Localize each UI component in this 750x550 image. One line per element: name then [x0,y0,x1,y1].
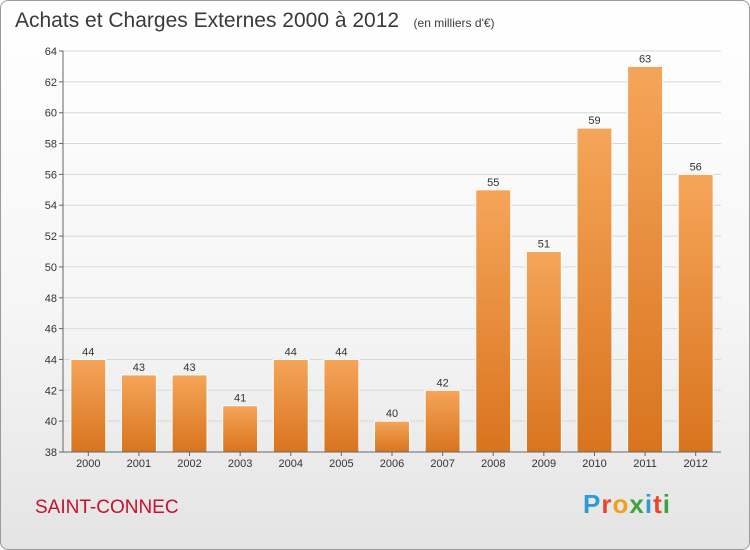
y-tick-label: 56 [45,169,57,181]
bar-2009 [525,251,562,453]
value-label-2008: 55 [487,177,499,189]
value-label-2011: 63 [639,53,651,65]
y-tick-label: 46 [45,324,57,336]
y-tick-label: 60 [45,108,57,120]
y-tick-label: 40 [45,416,57,428]
logo-letter: i [662,489,671,519]
logo-letter: x [629,489,645,519]
axes [59,50,721,456]
bar-2010 [576,127,613,453]
x-tick-label-2011: 2011 [633,458,657,470]
y-tick-label: 62 [45,77,57,89]
logo-letter: t [653,489,663,519]
chart-subtitle: (en milliers d'€) [413,16,495,30]
bar-2012 [677,173,714,453]
logo-letter: i [644,489,654,519]
x-tick-label-2009: 2009 [532,458,556,470]
bar-2004 [272,358,309,453]
bars [70,65,714,453]
x-tick-label-2001: 2001 [127,458,151,470]
x-tick-label-2003: 2003 [228,458,252,470]
logo-letter: r [601,489,613,519]
y-tick-label: 52 [45,231,57,243]
bar-2005 [323,358,360,453]
value-label-2012: 56 [690,161,702,173]
x-tick-label-2002: 2002 [177,458,201,470]
bar-2011 [627,65,664,453]
y-tick-label: 64 [45,46,57,58]
proxiti-logo: Proxiti [583,489,671,520]
logo-letter: P [583,489,602,519]
value-label-2009: 51 [538,239,550,251]
value-label-2006: 40 [386,408,398,420]
bar-2008 [475,189,512,453]
value-label-2003: 41 [234,393,246,405]
x-tick-label-2000: 2000 [76,458,100,470]
y-tick-label: 50 [45,262,57,274]
bar-2006 [374,420,410,453]
y-tick-label: 58 [45,139,57,151]
chart-title-row: Achats et Charges Externes 2000 à 2012 (… [15,9,495,33]
x-tick-label-2012: 2012 [683,458,707,470]
grid-lines [63,50,721,453]
bar-2003 [222,405,259,453]
value-label-2001: 43 [133,362,145,374]
chart-title: Achats et Charges Externes 2000 à 2012 [15,9,400,32]
place-name: SAINT-CONNEC [35,497,179,518]
bar-2001 [120,374,157,453]
y-tick-label: 48 [45,293,57,305]
x-tick-label-2010: 2010 [582,458,606,470]
value-label-2007: 42 [436,377,448,389]
bar-2007 [424,389,461,453]
x-tick-label-2004: 2004 [279,458,303,470]
value-label-2005: 44 [335,346,347,358]
x-tick-label-2008: 2008 [481,458,505,470]
y-tick-label: 44 [45,354,57,366]
value-label-2000: 44 [82,346,94,358]
x-tick-label-2007: 2007 [430,458,454,470]
bar-2002 [171,374,208,453]
x-tick-label-2005: 2005 [329,458,353,470]
logo-letter: o [612,489,630,519]
y-tick-label: 54 [45,200,57,212]
value-label-2004: 44 [285,346,297,358]
y-tick-label: 42 [45,385,57,397]
y-tick-label: 38 [45,447,57,459]
labels: 38 40 42 44 46 48 50 52 54 56 58 60 62 64 44 2000 43 2001… [45,46,708,470]
value-label-2002: 43 [183,362,195,374]
x-tick-label-2006: 2006 [380,458,404,470]
value-label-2010: 59 [588,115,600,127]
bar-2000 [70,358,107,453]
